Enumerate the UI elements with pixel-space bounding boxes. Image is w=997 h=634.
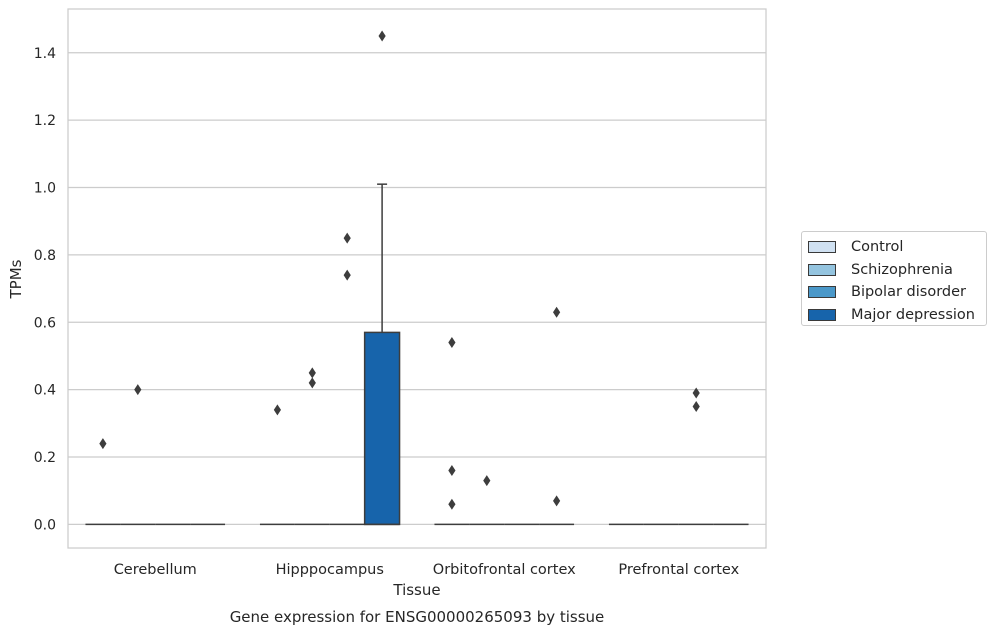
y-tick-label: 0.2 [34,450,56,466]
outlier-point [273,404,281,416]
outlier-point [448,337,456,349]
y-tick-label: 0.4 [34,383,56,399]
x-tick-label: Hipppocampus [276,562,384,578]
y-tick-label: 0.0 [34,517,56,533]
outlier-point [343,232,351,244]
y-tick-labels: 0.0 0.2 0.4 0.6 0.8 1.0 1.2 1.4 [34,46,56,534]
outlier-point [134,384,142,396]
y-tick-label: 0.6 [34,315,56,331]
outlier-point [553,306,561,318]
outlier-point [448,465,456,477]
legend-label: Schizophrenia [851,261,953,278]
legend: Control Schizophrenia Bipolar disorder M… [801,231,987,326]
legend-item-major-depression: Major depression [808,304,980,327]
y-axis-label: TPMs [7,259,25,299]
legend-label: Bipolar disorder [851,284,966,301]
outlier-point [378,30,386,42]
legend-label: Control [851,239,904,256]
plot-frame [67,8,767,549]
gridlines [68,52,766,526]
chart-caption: Gene expression for ENSG00000265093 by t… [230,608,605,626]
outlier-point [553,495,561,507]
outlier-point [308,377,316,389]
legend-swatch-control [808,241,836,254]
legend-item-bipolar-disorder: Bipolar disorder [808,281,980,304]
outlier-point [692,387,700,399]
legend-swatch-schizophrenia [808,263,836,276]
box [363,331,401,526]
outlier-point [483,475,491,487]
legend-item-control: Control [808,236,980,259]
y-tick-label: 1.4 [34,46,56,62]
outlier-points [99,30,700,510]
outlier-point [692,401,700,413]
x-tick-labels: Cerebellum Hipppocampus Orbitofrontal cort… [114,562,740,578]
x-axis-label: Tissue [392,581,440,599]
x-tick-label: Cerebellum [114,562,197,578]
y-tick-label: 1.2 [34,113,56,129]
outlier-point [448,498,456,510]
outlier-point [343,269,351,281]
y-tick-label: 1.0 [34,181,56,197]
x-tick-label: Prefrontal cortex [618,562,739,578]
boxes [85,183,749,526]
legend-item-schizophrenia: Schizophrenia [808,259,980,282]
legend-label: Major depression [851,306,975,323]
outlier-point [308,367,316,379]
legend-swatch-major-depression [808,308,836,321]
legend-swatch-bipolar-disorder [808,286,836,299]
x-tick-label: Orbitofrontal cortex [433,562,576,578]
outlier-point [99,438,107,450]
y-tick-label: 0.8 [34,248,56,264]
